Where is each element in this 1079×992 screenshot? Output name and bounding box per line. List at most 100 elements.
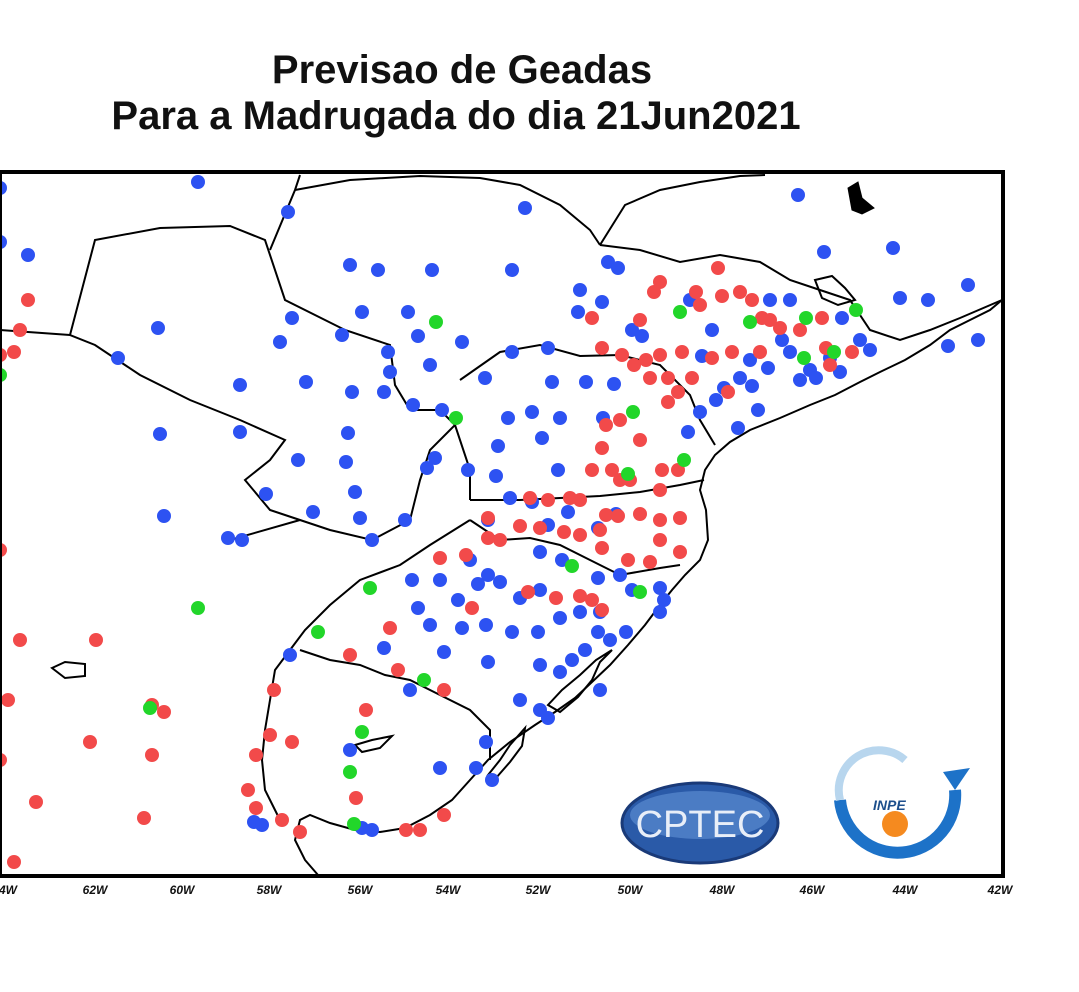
longitude-tick-label: 50W — [618, 883, 644, 897]
station-dot — [355, 305, 369, 319]
station-dot — [339, 455, 353, 469]
longitude-tick-label: 44W — [892, 883, 919, 897]
station-dot — [685, 371, 699, 385]
station-dot — [157, 509, 171, 523]
station-dot — [921, 293, 935, 307]
station-dot — [675, 345, 689, 359]
border-mg — [599, 174, 766, 246]
station-dot — [343, 258, 357, 272]
station-dot — [633, 585, 647, 599]
station-dot — [151, 321, 165, 335]
station-dot — [433, 761, 447, 775]
station-dot — [793, 373, 807, 387]
station-dot — [655, 463, 669, 477]
longitude-tick-label: 60W — [170, 883, 196, 897]
station-dot — [533, 521, 547, 535]
station-dot — [293, 825, 307, 839]
river-parana — [454, 424, 471, 500]
station-dot — [459, 548, 473, 562]
station-dot — [363, 581, 377, 595]
station-dot — [513, 519, 527, 533]
station-dot — [398, 513, 412, 527]
station-dot — [233, 378, 247, 392]
station-dot — [235, 533, 249, 547]
station-dot — [343, 648, 357, 662]
longitude-tick-label: 4W — [0, 883, 19, 897]
station-dot — [479, 735, 493, 749]
station-dot — [571, 305, 585, 319]
station-dots — [0, 175, 985, 869]
station-dot — [653, 483, 667, 497]
station-dot — [335, 328, 349, 342]
station-dot — [405, 573, 419, 587]
station-dot — [411, 329, 425, 343]
station-dot — [541, 711, 555, 725]
station-dot — [437, 683, 451, 697]
station-dot — [693, 298, 707, 312]
station-dot — [733, 371, 747, 385]
cptec-logo: CPTEC — [620, 781, 780, 865]
longitude-tick-label: 56W — [348, 883, 374, 897]
station-dot — [561, 505, 575, 519]
cptec-logo-text: CPTEC — [636, 804, 765, 846]
station-dot — [653, 581, 667, 595]
inpe-logo-text: INPE — [873, 797, 906, 813]
station-dot — [7, 345, 21, 359]
station-dot — [355, 725, 369, 739]
station-dot — [773, 321, 787, 335]
station-dot — [585, 593, 599, 607]
station-dot — [437, 808, 451, 822]
station-dot — [721, 385, 735, 399]
station-dot — [359, 703, 373, 717]
station-dot — [273, 335, 287, 349]
longitude-tick-label: 62W — [83, 883, 109, 897]
station-dot — [783, 293, 797, 307]
station-dot — [817, 245, 831, 259]
station-dot — [621, 553, 635, 567]
station-dot — [143, 701, 157, 715]
station-dot — [791, 188, 805, 202]
station-dot — [233, 425, 247, 439]
station-dot — [661, 395, 675, 409]
inpe-logo: INPE — [834, 746, 970, 859]
border-ms-go — [294, 174, 601, 246]
station-dot — [401, 305, 415, 319]
station-dot — [263, 728, 277, 742]
station-dot — [353, 511, 367, 525]
longitude-tick-label: 46W — [799, 883, 826, 897]
longitude-ticks: 4W 62W 60W 58W 56W 54W 52W 50W 48W 46W 44W 42W — [0, 883, 1014, 897]
station-dot — [599, 508, 613, 522]
rio-negro-lake — [353, 734, 396, 754]
station-dot — [763, 313, 777, 327]
station-dot — [89, 633, 103, 647]
station-dot — [551, 463, 565, 477]
station-dot — [531, 625, 545, 639]
station-dot — [267, 683, 281, 697]
station-dot — [565, 559, 579, 573]
station-dot — [886, 241, 900, 255]
station-dot — [653, 513, 667, 527]
station-dot — [535, 431, 549, 445]
station-dot — [627, 358, 641, 372]
station-dot — [845, 345, 859, 359]
station-dot — [593, 523, 607, 537]
station-dot — [437, 645, 451, 659]
station-dot — [793, 323, 807, 337]
station-dot — [743, 315, 757, 329]
station-dot — [365, 823, 379, 837]
reservoir-shape — [813, 274, 857, 307]
station-dot — [633, 313, 647, 327]
station-dot — [523, 491, 537, 505]
station-dot — [311, 625, 325, 639]
station-dot — [783, 345, 797, 359]
station-dot — [607, 377, 621, 391]
station-dot — [275, 813, 289, 827]
station-dot — [633, 507, 647, 521]
station-dot — [621, 467, 635, 481]
station-dot — [455, 335, 469, 349]
station-dot — [673, 545, 687, 559]
station-dot — [481, 655, 495, 669]
station-dot — [653, 605, 667, 619]
station-dot — [745, 293, 759, 307]
